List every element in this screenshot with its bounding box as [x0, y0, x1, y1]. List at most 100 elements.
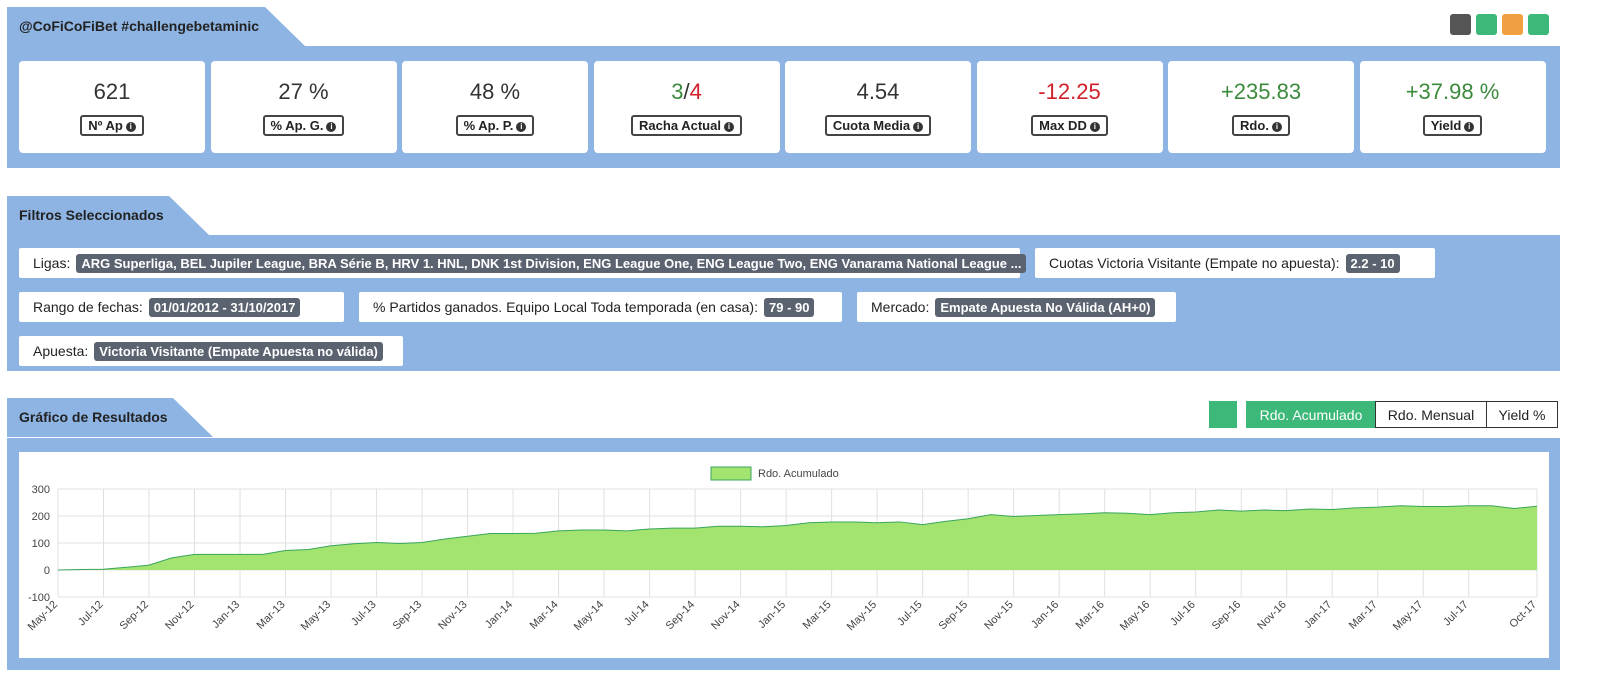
x-tick-label: Mar-13	[255, 599, 288, 632]
x-tick-label: Sep-12	[118, 599, 152, 633]
stat-label: Rdo. i	[1232, 115, 1290, 136]
area	[58, 505, 1537, 570]
stat-card: 27 % % Ap. G. i	[210, 61, 397, 153]
x-tick-label: Jan-15	[756, 599, 788, 631]
stat-label: % Ap. P. i	[455, 115, 535, 136]
legend-swatch	[710, 466, 752, 481]
stat-value: 27 %	[278, 79, 329, 104]
x-tick-label: May-14	[572, 599, 606, 633]
y-tick-label: -100	[28, 592, 50, 604]
x-tick-label: Sep-15	[937, 599, 971, 633]
chart-toggle-button[interactable]: Yield %	[1486, 401, 1558, 428]
x-tick-label: Jul-17	[1441, 599, 1471, 629]
x-tick-label: Sep-16	[1210, 599, 1244, 633]
filter: Apuesta: Victoria Visitante (Empate Apues…	[19, 336, 403, 366]
line	[57, 505, 1538, 571]
filters-tab: Filtros Seleccionados	[7, 196, 209, 235]
info-icon: i	[1464, 122, 1475, 132]
stat-label-text: Nº Ap	[88, 118, 123, 133]
y-tick-label: 100	[32, 538, 50, 550]
info-icon: i	[125, 122, 136, 132]
x-tick-label: Oct-17	[1507, 599, 1539, 631]
filter-value: 79 - 90	[764, 298, 815, 317]
stat-card: -12.25 Max DD i	[976, 61, 1163, 153]
stat-label-text: Racha Actual	[639, 118, 721, 133]
legend-label: Rdo. Acumulado	[758, 468, 839, 480]
x-tick-label: May-16	[1118, 599, 1152, 633]
filter-value: 01/01/2012 - 31/10/2017	[148, 298, 301, 317]
chart-panel: -100 0 100 200 300 May-12 Jul-12 Sep-12 Nov-12 Ja…	[7, 438, 1560, 670]
chart-toggle-button[interactable]: Rdo. Mensual	[1375, 401, 1487, 428]
filter-value: 2.2 - 10	[1345, 254, 1400, 273]
x-tick-label: Sep-13	[391, 599, 425, 633]
info-icon: i	[1271, 122, 1282, 132]
stat-label-text: % Ap. G.	[270, 118, 324, 133]
x-tick-label: Jan-14	[483, 599, 515, 631]
stat-label: Yield i	[1422, 115, 1483, 136]
stat-value: -12.25	[1038, 79, 1101, 104]
x-tick-label: Jul-12	[76, 599, 106, 629]
stat-value-part: /	[683, 79, 690, 104]
share-button[interactable]	[1502, 14, 1523, 35]
stat-label-text: Yield	[1430, 118, 1462, 133]
filter: Mercado: Empate Apuesta No Válida (AH+0)	[857, 292, 1176, 322]
stat-card: 621 Nº Ap i	[19, 61, 205, 153]
filters-panel: Ligas: ARG Superliga, BEL Jupiler League,…	[7, 235, 1560, 371]
x-tick-label: Nov-12	[163, 599, 197, 633]
stat-value: 4.54	[856, 79, 900, 104]
x-tick-label: Sep-14	[664, 599, 698, 633]
chart-download-button[interactable]	[1209, 401, 1237, 428]
info-icon: i	[1089, 122, 1100, 132]
filter-value: Victoria Visitante (Empate Apuesta no vá…	[94, 342, 383, 361]
y-tick-label: 0	[44, 565, 50, 577]
x-tick-label: Nov-13	[436, 599, 470, 633]
x-tick-label: May-17	[1391, 599, 1425, 633]
filter-label: Apuesta:	[33, 343, 89, 359]
stat-card: 48 % % Ap. P. i	[402, 61, 588, 153]
x-tick-label: Jan-13	[210, 599, 242, 631]
stat-value: 48 %	[469, 79, 521, 104]
x-tick-label: May-15	[845, 599, 879, 633]
x-tick-label: Nov-15	[982, 599, 1016, 633]
info-icon: i	[723, 122, 734, 132]
stat-value: 3/4	[594, 79, 780, 105]
stat-label-text: Cuota Media	[832, 118, 911, 133]
filter-label: Rango de fechas:	[33, 299, 143, 315]
filter-value: ARG Superliga, BEL Jupiler League, BRA S…	[76, 254, 1027, 273]
filter-label: Ligas:	[33, 255, 71, 271]
stat-value: +235.83	[1220, 79, 1302, 104]
stat-card: +235.83 Rdo. i	[1168, 61, 1354, 153]
stat-label: Max DD i	[1031, 115, 1108, 136]
download-button[interactable]	[1476, 14, 1497, 35]
filter-value: Empate Apuesta No Válida (AH+0)	[935, 298, 1156, 317]
x-tick-label: Nov-16	[1255, 599, 1289, 633]
info-icon: i	[516, 122, 527, 132]
copy-button[interactable]	[1450, 14, 1471, 35]
y-tick-label: 300	[32, 484, 50, 496]
x-tick-label: Mar-14	[528, 599, 561, 632]
x-tick-label: May-13	[299, 599, 333, 633]
stat-label-text: % Ap. P.	[463, 118, 514, 133]
filter: Rango de fechas: 01/01/2012 - 31/10/2017	[19, 292, 344, 322]
info-icon: i	[326, 122, 337, 132]
stat-value: 621	[93, 79, 131, 104]
filter: % Partidos ganados. Equipo Local Toda te…	[359, 292, 842, 322]
header-tab: @CoFiCoFiBet #challengebetaminic	[7, 7, 305, 46]
stat-label: Racha Actual i	[631, 115, 742, 136]
x-tick-label: Jan-16	[1029, 599, 1061, 631]
stat-value-part: 4	[689, 79, 702, 104]
filter-label: % Partidos ganados. Equipo Local Toda te…	[373, 299, 758, 315]
x-tick-label: Jul-13	[349, 599, 379, 629]
filters: Ligas: ARG Superliga, BEL Jupiler League,…	[19, 248, 1459, 366]
stat-card: 4.54 Cuota Media i	[785, 61, 971, 153]
stat-label-text: Rdo.	[1240, 118, 1269, 133]
chart-toggle-button[interactable]: Rdo. Acumulado	[1246, 401, 1376, 428]
mail-button[interactable]	[1528, 14, 1549, 35]
stat-card: +37.98 % Yield i	[1359, 61, 1546, 153]
info-icon: i	[913, 122, 924, 132]
x-tick-label: Mar-17	[1347, 599, 1380, 632]
stat-label-text: Max DD	[1039, 118, 1087, 133]
stat-value: +37.98 %	[1405, 79, 1500, 104]
